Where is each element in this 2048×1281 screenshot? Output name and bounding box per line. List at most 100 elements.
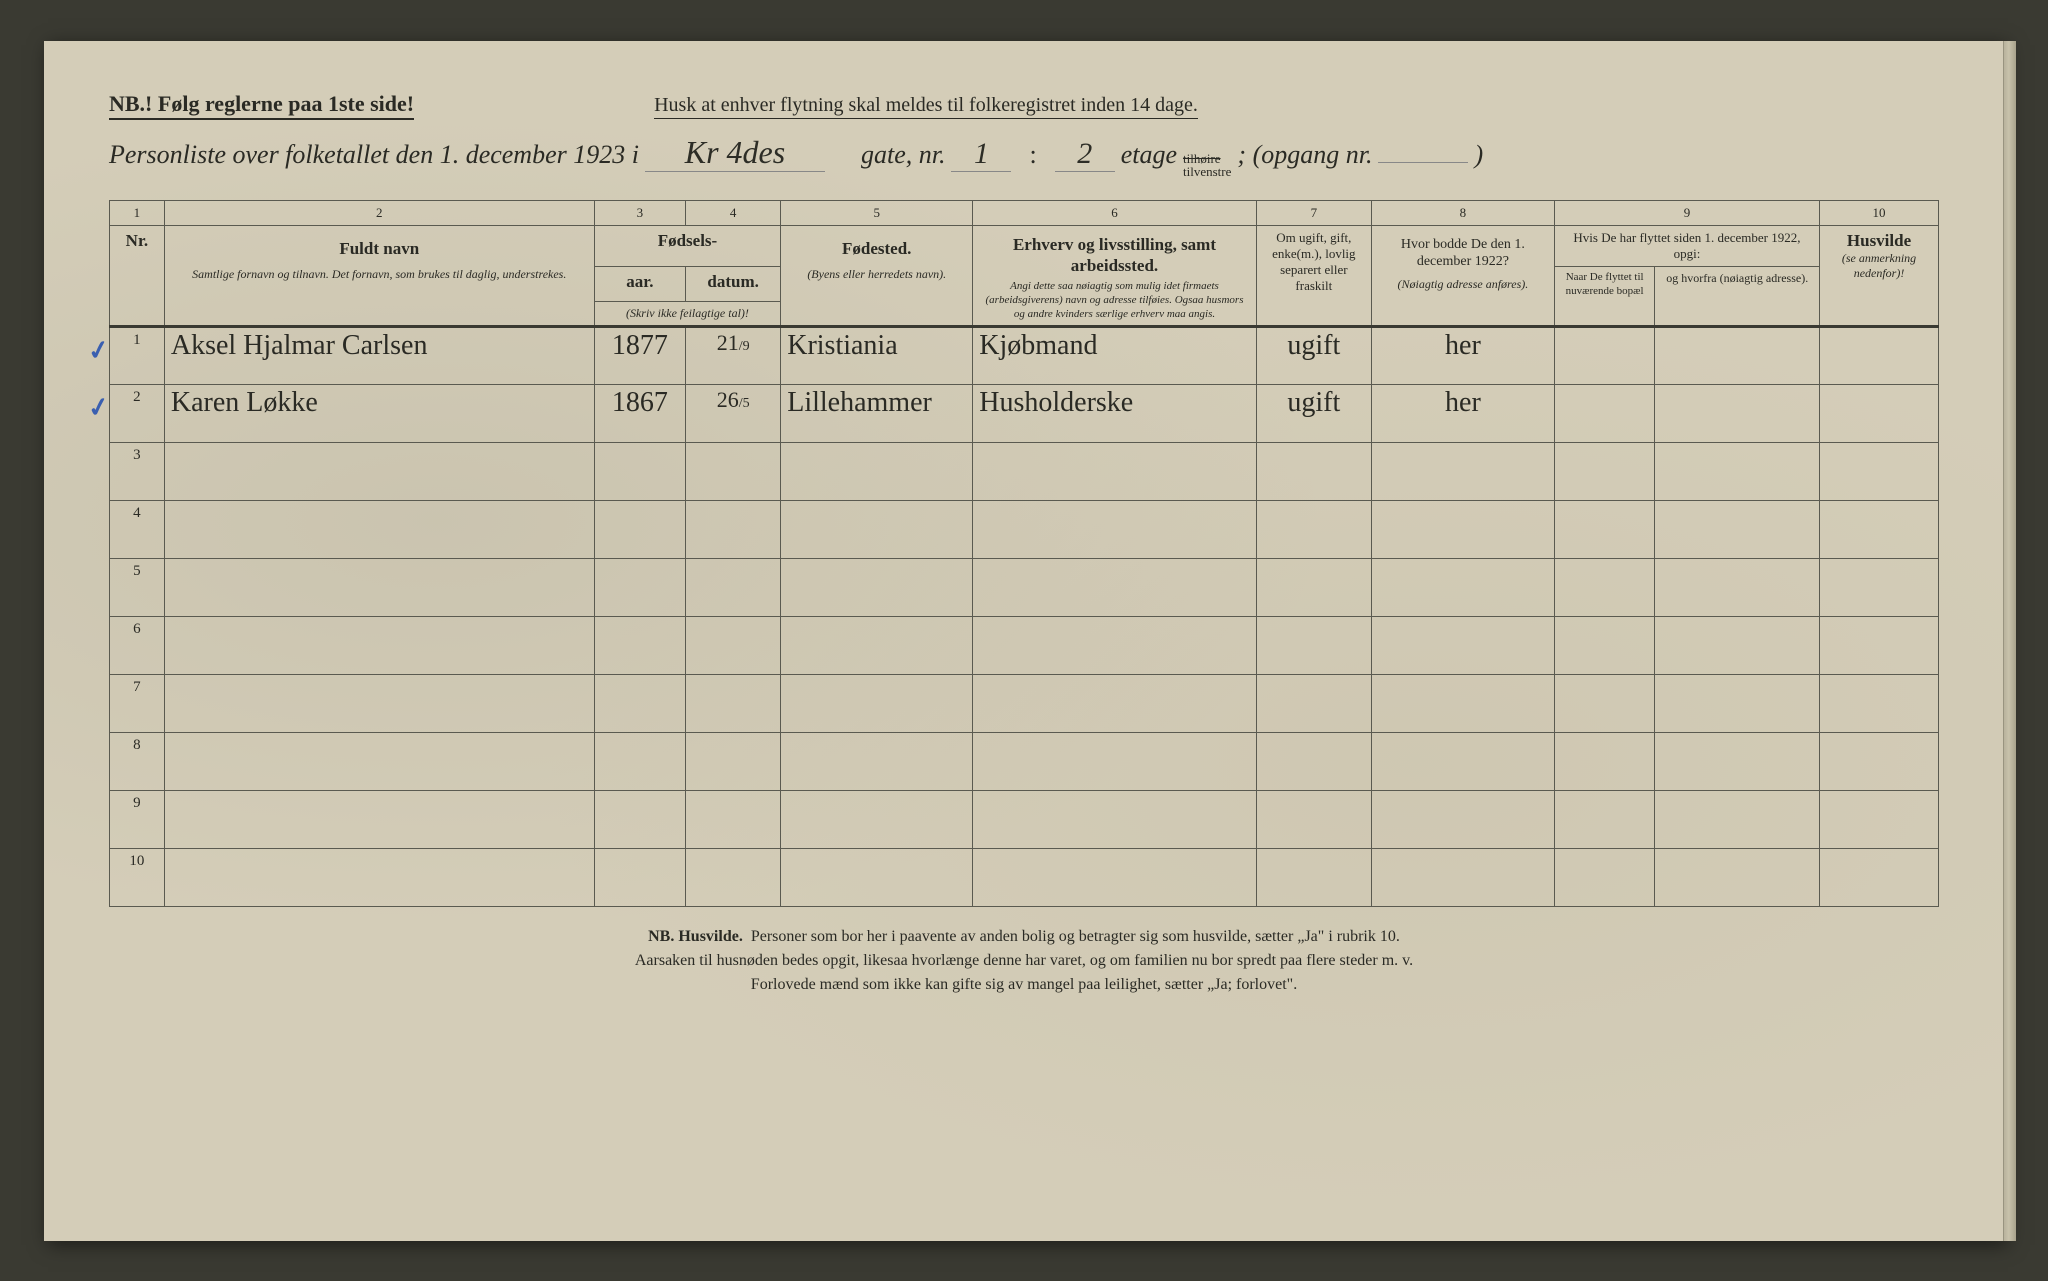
cell (781, 559, 973, 617)
cell (781, 733, 973, 791)
cell: Kristiania (781, 327, 973, 385)
cell: Husholderske (973, 385, 1256, 443)
gate-number-handwritten: 1 (951, 137, 1011, 172)
col-hvorfra: og hvorfra (nøiagtig adresse). (1655, 267, 1820, 327)
gate-label: gate, nr. (861, 140, 946, 170)
cell (686, 443, 781, 501)
cell (594, 849, 685, 907)
cell: 9 (110, 791, 165, 849)
table-row: 3 (110, 443, 1939, 501)
col-bodde: Hvor bodde De den 1. december 1922? (Nøi… (1371, 225, 1554, 327)
colnum: 6 (973, 200, 1256, 225)
cell: her (1371, 385, 1554, 443)
cell: Lillehammer (781, 385, 973, 443)
cell: 2 (110, 385, 165, 443)
cell (973, 443, 1256, 501)
footer-l2: Aarsaken til husnøden bedes opgit, likes… (109, 949, 1939, 973)
table-row: 7 (110, 675, 1939, 733)
cell (164, 559, 594, 617)
cell (1256, 443, 1371, 501)
cell: 7 (110, 675, 165, 733)
cell (1554, 501, 1655, 559)
cell (1371, 443, 1554, 501)
cell: 5 (110, 559, 165, 617)
cell (1554, 443, 1655, 501)
cell: ugift (1256, 385, 1371, 443)
col-ugift: Om ugift, gift, enke(m.), lovlig separer… (1256, 225, 1371, 327)
cell (686, 559, 781, 617)
cell (164, 501, 594, 559)
cell (686, 675, 781, 733)
cell (1820, 559, 1939, 617)
cell (164, 791, 594, 849)
cell (1820, 849, 1939, 907)
cell (164, 617, 594, 675)
cell (594, 733, 685, 791)
cell (1655, 327, 1820, 385)
cell: 26/5 (686, 385, 781, 443)
cell (1820, 385, 1939, 443)
cell (1554, 327, 1655, 385)
cell (594, 675, 685, 733)
husk-instruction: Husk at enhver flytning skal meldes til … (654, 94, 1198, 119)
col-husvilde: Husvilde (se anmerkning nedenfor)! (1820, 225, 1939, 327)
cell (1371, 559, 1554, 617)
cell: 21/9 (686, 327, 781, 385)
table-row: 2Karen Løkke186726/5LillehammerHusholder… (110, 385, 1939, 443)
header-top: NB.! Følg reglerne paa 1ste side! Husk a… (109, 91, 1939, 120)
cell (1655, 617, 1820, 675)
colnum: 2 (164, 200, 594, 225)
table-body: 1Aksel Hjalmar Carlsen187721/9Kristiania… (110, 327, 1939, 907)
cell (164, 443, 594, 501)
cell (973, 559, 1256, 617)
cell (1655, 559, 1820, 617)
cell (1820, 443, 1939, 501)
col-name: Fuldt navn Samtlige fornavn og tilnavn. … (164, 225, 594, 327)
cell: 6 (110, 617, 165, 675)
cell (1554, 733, 1655, 791)
cell (1655, 791, 1820, 849)
cell (164, 849, 594, 907)
footer-l3: Forlovede mænd som ikke kan gifte sig av… (109, 973, 1939, 997)
cell (1820, 791, 1939, 849)
col-naar: Naar De flyttet til nuværende bopæl (1554, 267, 1655, 327)
cell (686, 733, 781, 791)
cell: her (1371, 327, 1554, 385)
cell (973, 501, 1256, 559)
cell (1371, 675, 1554, 733)
opgang-label: ; (opgang nr. (1237, 140, 1372, 170)
cell (1554, 849, 1655, 907)
cell (1371, 733, 1554, 791)
cell (781, 501, 973, 559)
cell (1371, 617, 1554, 675)
col-aar: aar. (594, 267, 685, 302)
cell (686, 849, 781, 907)
cell (1655, 675, 1820, 733)
cell (1256, 849, 1371, 907)
cell (1820, 327, 1939, 385)
footer-nb: NB. Husvilde. (648, 928, 743, 945)
cell: ugift (1256, 327, 1371, 385)
cell (164, 733, 594, 791)
cell: Kjøbmand (973, 327, 1256, 385)
cell (1554, 617, 1655, 675)
cell (594, 443, 685, 501)
cell (781, 849, 973, 907)
cell (686, 501, 781, 559)
tilhoire-strike: tilhøire (1183, 152, 1231, 165)
colnum: 7 (1256, 200, 1371, 225)
cell: Karen Løkke (164, 385, 594, 443)
cell (594, 617, 685, 675)
cell (1655, 849, 1820, 907)
cell (1554, 559, 1655, 617)
cell (781, 617, 973, 675)
col-nr: Nr. (110, 225, 165, 327)
cell: 3 (110, 443, 165, 501)
cell (594, 559, 685, 617)
census-page: NB.! Følg reglerne paa 1ste side! Husk a… (44, 41, 2004, 1241)
cell (1256, 675, 1371, 733)
cell: 4 (110, 501, 165, 559)
cell (1820, 501, 1939, 559)
etage-label: etage (1121, 140, 1177, 170)
cell (973, 733, 1256, 791)
